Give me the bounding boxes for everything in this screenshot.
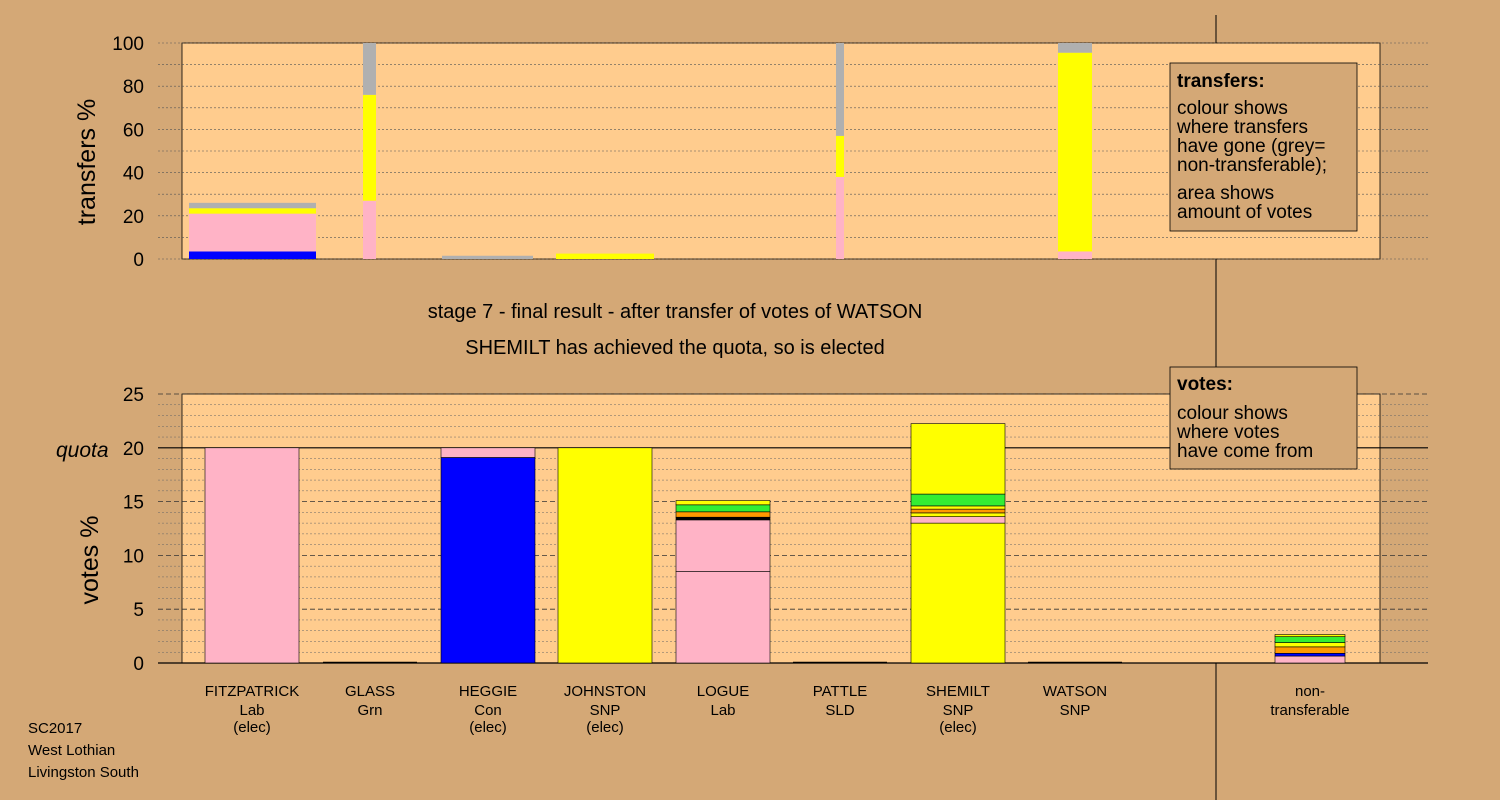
vote-segment	[675, 511, 771, 518]
transfers-legend-line: area shows	[1177, 183, 1274, 204]
votes-tick-label: 25	[123, 385, 144, 406]
stage-subtitle: SHEMILT has achieved the quota, so is el…	[465, 337, 885, 359]
transfers-tick-label: 20	[123, 207, 144, 228]
votes-legend-heading: votes:	[1177, 374, 1233, 395]
transfer-segment	[363, 43, 376, 95]
transfer-segment	[1058, 43, 1092, 53]
quota-label: quota	[56, 439, 109, 462]
votes-bars	[204, 423, 1346, 664]
vote-segment	[910, 505, 1006, 510]
votes-legend-line: colour shows	[1177, 403, 1288, 424]
candidate-labels: FITZPATRICKLab(elec)GLASSGrnHEGGIECon(el…	[205, 683, 1350, 736]
votes-tick-label: 0	[133, 654, 144, 675]
vote-segment	[675, 571, 771, 664]
candidate-party: SNP	[590, 702, 621, 719]
transfer-segment	[836, 135, 844, 177]
votes-tick-label: 5	[133, 600, 144, 621]
votes-tick-label: 10	[123, 546, 144, 567]
vote-segment	[1274, 646, 1346, 654]
candidate-party: Lab	[710, 702, 735, 719]
vote-segment	[910, 493, 1006, 507]
transfer-segment	[363, 94, 376, 201]
candidate-party: SLD	[825, 702, 854, 719]
transfer-segment	[442, 255, 533, 259]
vote-segment	[910, 516, 1006, 524]
vote-segment	[675, 519, 771, 572]
candidate-party: SNP	[1060, 702, 1091, 719]
candidate-name: HEGGIE	[459, 683, 517, 700]
vote-segment	[675, 500, 771, 506]
transfers-y-ticks: 0 20 40 60 80 100	[112, 34, 144, 271]
vote-segment	[675, 516, 771, 521]
candidate-name: non-	[1295, 683, 1325, 700]
votes-y-ticks: 0 5 10 15 20 25	[123, 385, 144, 675]
vote-segment	[1274, 636, 1346, 643]
candidate-party: Grn	[357, 702, 382, 719]
candidate-name: SHEMILT	[926, 683, 990, 700]
candidate-status: (elec)	[586, 719, 624, 736]
transfer-segment	[189, 213, 316, 252]
vote-segment	[910, 522, 1006, 664]
transfers-legend: transfers: colour shows where transfers …	[1169, 62, 1358, 232]
transfer-segment	[836, 176, 844, 259]
transfers-tick-label: 40	[123, 164, 144, 185]
transfer-segment	[189, 208, 316, 214]
transfers-tick-label: 60	[123, 120, 144, 141]
transfer-segment	[836, 43, 844, 136]
transfers-legend-line: colour shows	[1177, 98, 1288, 119]
transfer-segment	[556, 253, 654, 259]
stage-title: stage 7 - final result - after transfer …	[428, 301, 923, 323]
footer-ward: Livingston South	[28, 764, 139, 781]
candidate-party: Con	[474, 702, 502, 719]
transfer-segment	[1058, 251, 1092, 259]
votes-legend-line: have come from	[1177, 441, 1313, 462]
transfers-tick-label: 0	[133, 250, 144, 271]
transfers-tick-label: 100	[112, 34, 144, 55]
candidate-status: (elec)	[469, 719, 507, 736]
candidate-name: WATSON	[1043, 683, 1107, 700]
vote-segment	[910, 508, 1006, 514]
vote-segment	[910, 512, 1006, 517]
transfers-legend-heading: transfers:	[1177, 71, 1265, 92]
transfers-bars	[189, 43, 1092, 259]
transfers-tick-label: 80	[123, 77, 144, 98]
transfer-segment	[189, 202, 316, 209]
transfers-legend-line: have gone (grey=	[1177, 136, 1325, 157]
votes-tick-label: 15	[123, 493, 144, 514]
candidate-name: JOHNSTON	[564, 683, 646, 700]
candidate-party: SNP	[943, 702, 974, 719]
vote-segment	[204, 447, 300, 664]
vote-segment	[557, 447, 653, 664]
candidate-status: (elec)	[233, 719, 271, 736]
transfers-axis-title: transfers %	[73, 99, 101, 225]
transfer-segment	[363, 200, 376, 259]
candidate-party: transferable	[1270, 702, 1349, 719]
vote-segment	[1274, 642, 1346, 648]
candidate-name: PATTLE	[813, 683, 867, 700]
footer-council: West Lothian	[28, 742, 115, 759]
candidate-party: Lab	[239, 702, 264, 719]
vote-segment	[675, 504, 771, 513]
votes-tick-label: 20	[123, 439, 144, 460]
candidate-status: (elec)	[939, 719, 977, 736]
vote-segment	[1274, 655, 1346, 664]
transfers-legend-line: where transfers	[1176, 117, 1308, 138]
transfer-segment	[1058, 52, 1092, 252]
votes-axis-title: votes %	[76, 516, 104, 605]
transfers-legend-line: amount of votes	[1177, 202, 1312, 223]
vote-segment	[440, 447, 536, 458]
transfer-segment	[189, 251, 316, 259]
candidate-name: FITZPATRICK	[205, 683, 299, 700]
votes-legend: votes: colour shows where votes have com…	[1169, 366, 1358, 470]
vote-segment	[1274, 634, 1346, 637]
footer-election: SC2017	[28, 720, 82, 737]
candidate-name: GLASS	[345, 683, 395, 700]
vote-segment	[1274, 653, 1346, 657]
votes-legend-line: where votes	[1176, 422, 1279, 443]
vote-segment	[910, 423, 1006, 495]
transfers-legend-line: non-transferable);	[1177, 155, 1327, 176]
candidate-name: LOGUE	[697, 683, 750, 700]
vote-segment	[440, 457, 536, 664]
